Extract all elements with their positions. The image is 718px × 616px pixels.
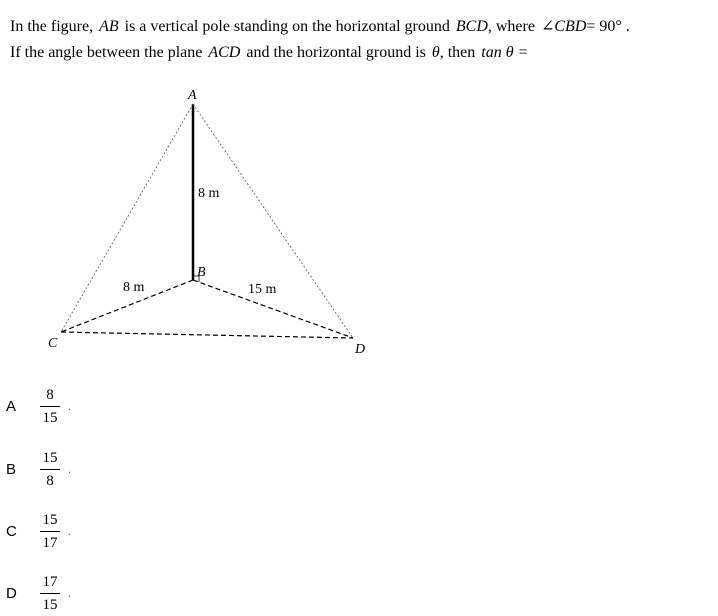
math-acd: ACD [208,44,241,61]
edge-ad [192,103,354,339]
fraction-denominator: 15 [42,410,58,426]
option-d[interactable]: D 17 15 . [0,572,120,616]
right-angle-mark [193,275,200,282]
option-letter: D [6,585,17,602]
label-d: D [354,342,365,357]
fraction-numerator: 15 [42,450,58,466]
option-suffix: . [68,462,71,476]
fraction-bar [40,406,60,407]
option-letter: C [6,523,17,540]
option-fraction: 17 15 [38,572,62,615]
fraction-denominator: 8 [46,473,54,489]
option-b[interactable]: B 15 8 . [0,448,120,492]
question-text: In the figure, AB is a vertical pole stand… [10,14,710,66]
question-text-segment: If the angle between the plane [10,44,203,61]
label-c: C [48,336,58,351]
option-suffix: . [68,586,71,600]
edge-cd [60,331,354,339]
option-suffix: . [68,399,71,413]
question-text-segment: , then [439,44,476,61]
option-a[interactable]: A 8 15 . [0,385,120,429]
label-b: B [197,265,206,280]
length-ab-label: 8 m [198,186,220,201]
option-fraction: 8 15 [38,385,62,428]
option-fraction: 15 8 [38,448,62,491]
fraction-bar [40,593,60,594]
math-angle-cbd: ∠CBD [540,18,587,35]
question-text-segment: is a vertical pole standing on the horiz… [124,18,450,35]
math-angle-value: = 90° . [586,18,630,35]
option-suffix: . [68,524,71,538]
question-text-segment: , where [487,18,535,35]
length-bd-label: 15 m [248,282,277,297]
fraction-numerator: 15 [42,512,58,528]
math-theta: θ [431,44,440,61]
question-text-segment: and the horizontal ground is [246,44,426,61]
option-letter: B [6,461,17,478]
label-a: A [187,88,197,103]
question-line-1: In the figure, AB is a vertical pole stand… [10,14,710,40]
option-fraction: 15 17 [38,510,62,553]
option-letter: A [6,398,17,415]
fraction-numerator: 8 [46,387,54,403]
option-c[interactable]: C 15 17 . [0,510,120,554]
fraction-denominator: 17 [42,535,58,551]
math-ab: AB [99,18,119,35]
edge-ac [60,103,194,333]
question-line-2: If the angle between the plane ACD and the… [10,40,710,66]
edge-bd [192,279,354,339]
fraction-bar [40,531,60,532]
math-tan-theta: tan θ = [481,44,529,61]
question-text-segment: In the figure, [10,18,94,35]
fraction-denominator: 15 [42,597,58,613]
length-bc-label: 8 m [123,280,145,295]
fraction-numerator: 17 [42,574,58,590]
fraction-bar [40,469,60,470]
math-bcd: BCD [455,18,488,35]
